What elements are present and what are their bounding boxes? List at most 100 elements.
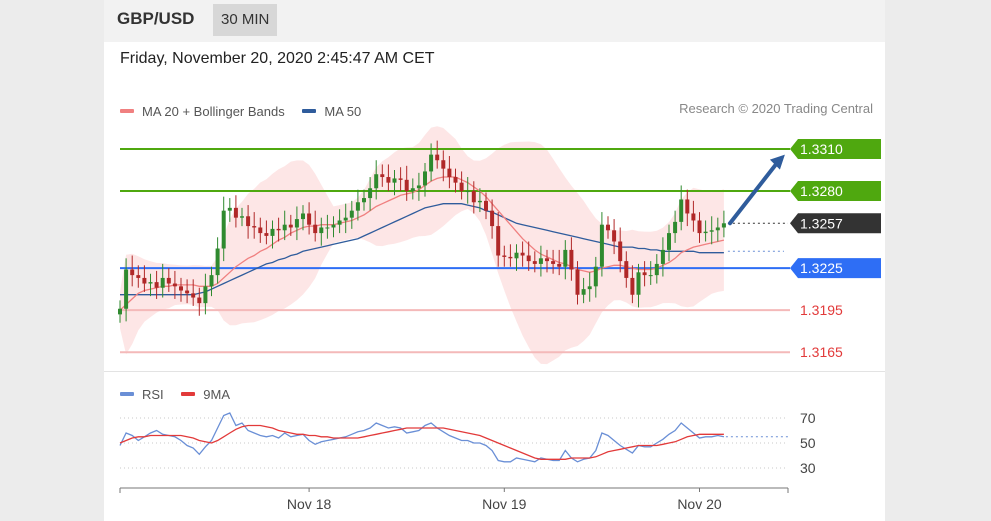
candle-body bbox=[490, 210, 495, 227]
candle-body bbox=[520, 252, 525, 256]
candle-body bbox=[526, 255, 531, 262]
candle-body bbox=[227, 207, 232, 211]
legend-label-rsi: RSI bbox=[142, 386, 164, 402]
candle-body bbox=[648, 275, 653, 277]
candle-body bbox=[636, 272, 641, 295]
forecast-arrow-shaft bbox=[728, 158, 781, 226]
candle-body bbox=[599, 224, 604, 267]
level-tag-1.3257 bbox=[790, 213, 881, 234]
legend-swatch-rsi-ma bbox=[181, 392, 196, 396]
candle-body bbox=[160, 277, 165, 288]
level-label-1.3310: 1.3310 bbox=[800, 141, 843, 157]
candle-body bbox=[465, 191, 470, 193]
candle-body bbox=[587, 286, 592, 290]
chart-svg: 1.3310 1.3280 1.3257 1.3225 1.3195 1.3165 70 50… bbox=[118, 126, 881, 512]
legend-swatch-rsi bbox=[120, 392, 134, 396]
rsi-line bbox=[119, 412, 725, 463]
candle-body bbox=[264, 233, 269, 236]
candle-body bbox=[172, 283, 177, 287]
candle-body bbox=[258, 227, 263, 234]
candle-body bbox=[246, 216, 251, 227]
rsi-tick-30: 30 bbox=[800, 460, 816, 476]
legend-item-rsi: RSI bbox=[120, 387, 164, 402]
candle-body bbox=[471, 191, 476, 203]
legend-swatch-ma20 bbox=[120, 109, 134, 113]
main-legend: MA 20 + Bollinger Bands MA 50 bbox=[120, 101, 375, 119]
candle-body bbox=[642, 272, 647, 276]
candle-body bbox=[331, 224, 336, 228]
candle-body bbox=[447, 168, 452, 178]
candle-body bbox=[368, 188, 373, 199]
candle-body bbox=[538, 258, 543, 264]
legend-item-rsi-ma: 9MA bbox=[181, 387, 230, 402]
rsi-legend: RSI 9MA bbox=[120, 384, 244, 402]
legend-item-ma50: MA 50 bbox=[302, 104, 361, 119]
candle-body bbox=[502, 255, 507, 257]
candle-body bbox=[276, 228, 281, 231]
rsi-tick-50: 50 bbox=[800, 435, 816, 451]
candle-body bbox=[270, 228, 275, 236]
candle-body bbox=[514, 252, 519, 259]
candle-body bbox=[209, 275, 214, 287]
timeframe-badge[interactable]: 30 MIN bbox=[213, 4, 278, 36]
forecast-arrow-head bbox=[769, 154, 785, 170]
candle-body bbox=[191, 293, 196, 298]
candle-body bbox=[355, 202, 360, 211]
ma20-line bbox=[119, 176, 725, 311]
x-tick-label: Nov 18 bbox=[287, 496, 332, 512]
candle-body bbox=[282, 224, 287, 231]
candle-body bbox=[380, 174, 385, 178]
candle-body bbox=[612, 230, 617, 242]
copyright-text: Research © 2020 Trading Central bbox=[679, 101, 873, 116]
candles-group bbox=[118, 140, 726, 323]
candle-body bbox=[606, 224, 610, 231]
candle-body bbox=[435, 154, 440, 161]
candle-body bbox=[545, 258, 549, 262]
legend-swatch-ma50 bbox=[302, 109, 317, 113]
candle-body bbox=[142, 277, 147, 284]
candle-body bbox=[673, 221, 678, 234]
candle-body bbox=[575, 269, 580, 295]
candle-body bbox=[197, 297, 202, 304]
candle-body bbox=[240, 216, 244, 218]
candle-body bbox=[484, 200, 488, 211]
candle-body bbox=[703, 231, 708, 234]
candle-body bbox=[349, 210, 354, 218]
candle-body bbox=[453, 177, 458, 183]
candle-body bbox=[697, 220, 702, 234]
level-tag-1.3225 bbox=[790, 258, 881, 279]
candle-body bbox=[374, 174, 379, 189]
candle-body bbox=[423, 171, 427, 186]
candle-body bbox=[709, 230, 714, 232]
ma50-line bbox=[120, 203, 724, 296]
header-bar: GBP/USD 30 MIN bbox=[104, 0, 885, 42]
candle-body bbox=[252, 226, 257, 228]
candle-body bbox=[301, 213, 305, 220]
candle-body bbox=[392, 178, 397, 183]
candle-body bbox=[569, 249, 574, 270]
candle-body bbox=[398, 178, 403, 180]
candle-body bbox=[233, 207, 238, 218]
level-label-1.3225: 1.3225 bbox=[800, 260, 843, 276]
candle-body bbox=[532, 261, 537, 264]
candle-body bbox=[667, 233, 671, 250]
candle-body bbox=[618, 241, 623, 262]
candle-body bbox=[715, 227, 720, 231]
candle-body bbox=[294, 219, 299, 228]
level-label-1.3257: 1.3257 bbox=[800, 215, 843, 231]
candle-body bbox=[307, 213, 312, 225]
candle-body bbox=[654, 263, 659, 276]
candle-body bbox=[630, 277, 635, 295]
candle-body bbox=[551, 261, 556, 264]
candle-body bbox=[130, 269, 135, 276]
rsi-tick-70: 70 bbox=[800, 410, 816, 426]
legend-label-rsi-ma: 9MA bbox=[203, 386, 231, 402]
candle-body bbox=[325, 227, 330, 229]
x-tick-label: Nov 20 bbox=[677, 496, 722, 512]
candle-body bbox=[557, 263, 562, 267]
legend-label-ma20: MA 20 + Bollinger Bands bbox=[142, 103, 285, 119]
level-tag-1.3310 bbox=[790, 139, 881, 160]
candle-body bbox=[416, 185, 421, 189]
candle-body bbox=[319, 227, 324, 234]
date-time: Friday, November 20, 2020 2:45:47 AM CET bbox=[120, 50, 435, 67]
